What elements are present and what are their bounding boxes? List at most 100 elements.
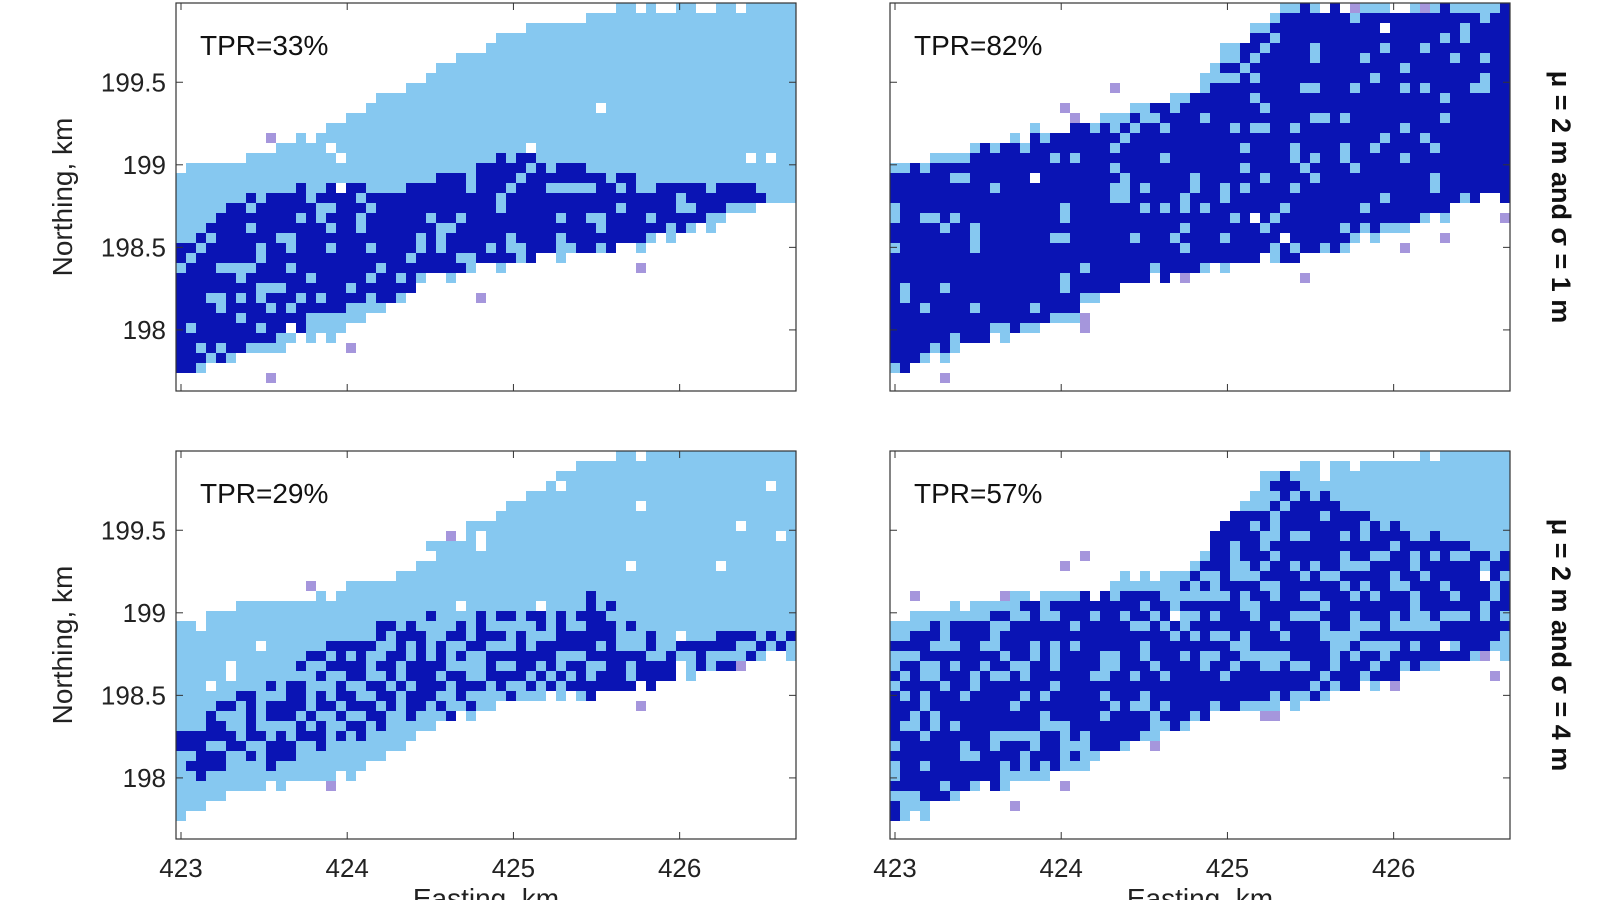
grid-cell [1100, 113, 1110, 123]
grid-cell [1370, 491, 1380, 501]
grid-cell [376, 611, 386, 621]
grid-cell [1020, 253, 1030, 263]
grid-cell [536, 83, 546, 93]
grid-cell [606, 501, 616, 511]
grid-cell [1460, 43, 1470, 53]
grid-cell [606, 223, 616, 233]
grid-cell [516, 671, 526, 681]
grid-cell [216, 243, 226, 253]
grid-cell [1070, 611, 1080, 621]
grid-cell [716, 511, 726, 521]
grid-cell [236, 651, 246, 661]
grid-cell [686, 93, 696, 103]
grid-cell [890, 333, 900, 343]
grid-cell [950, 641, 960, 651]
grid-cell [696, 53, 706, 63]
grid-cell [786, 621, 796, 631]
grid-cell [1230, 243, 1240, 253]
grid-cell [526, 73, 536, 83]
grid-cell [1330, 213, 1340, 223]
grid-cell [1390, 153, 1400, 163]
grid-cell [526, 541, 536, 551]
grid-cell [366, 263, 376, 273]
grid-cell [686, 461, 696, 471]
grid-cell [386, 273, 396, 283]
grid-cell [1060, 661, 1070, 671]
grid-cell [1260, 601, 1270, 611]
grid-cell [1380, 23, 1390, 33]
grid-cell [1100, 153, 1110, 163]
grid-cell [1260, 691, 1270, 701]
grid-cell [1090, 621, 1100, 631]
grid-cell [1030, 711, 1040, 721]
grid-cell [1110, 273, 1120, 283]
grid-cell [1010, 153, 1020, 163]
grid-cell [636, 561, 646, 571]
grid-cell [1370, 123, 1380, 133]
grid-cell [606, 133, 616, 143]
grid-cell [556, 511, 566, 521]
grid-cell [286, 263, 296, 273]
grid-cell [1340, 243, 1350, 253]
grid-cell [536, 23, 546, 33]
grid-cell [930, 611, 940, 621]
grid-cell [1470, 83, 1480, 93]
grid-cell [1430, 153, 1440, 163]
grid-cell [736, 73, 746, 83]
grid-cell [176, 223, 186, 233]
grid-cell [1020, 203, 1030, 213]
grid-cell [990, 323, 1000, 333]
grid-cell [1350, 631, 1360, 641]
grid-cell [1110, 153, 1120, 163]
grid-cell [1330, 3, 1340, 13]
grid-cell [1120, 701, 1130, 711]
grid-cell [1260, 551, 1270, 561]
grid-cell [1040, 641, 1050, 651]
grid-cell [376, 293, 386, 303]
grid-cell [890, 731, 900, 741]
grid-cell [1390, 621, 1400, 631]
grid-cell [940, 253, 950, 263]
grid-cell [910, 353, 920, 363]
grid-cell [1250, 163, 1260, 173]
grid-cell [266, 303, 276, 313]
grid-cell [1030, 313, 1040, 323]
grid-cell [326, 173, 336, 183]
grid-cell [1060, 741, 1070, 751]
grid-cell [656, 13, 666, 23]
grid-cell [276, 751, 286, 761]
grid-cell [556, 153, 566, 163]
grid-cell [960, 293, 970, 303]
grid-cell [1320, 541, 1330, 551]
grid-cell [236, 253, 246, 263]
grid-cell [366, 163, 376, 173]
grid-cell [1030, 303, 1040, 313]
grid-cell [890, 323, 900, 333]
grid-cell [536, 193, 546, 203]
grid-cell [516, 591, 526, 601]
grid-cell [696, 193, 706, 203]
grid-cell [676, 611, 686, 621]
grid-cell [266, 691, 276, 701]
grid-cell [1020, 313, 1030, 323]
grid-cell [1050, 701, 1060, 711]
grid-cell [396, 293, 406, 303]
grid-cell [466, 621, 476, 631]
grid-cell [1250, 53, 1260, 63]
grid-cell [446, 671, 456, 681]
grid-cell [1160, 203, 1170, 213]
grid-cell [1420, 33, 1430, 43]
grid-cell [1000, 611, 1010, 621]
grid-cell [226, 203, 236, 213]
grid-cell [646, 471, 656, 481]
grid-cell [546, 213, 556, 223]
grid-cell [736, 183, 746, 193]
grid-cell [1020, 751, 1030, 761]
grid-cell [1350, 501, 1360, 511]
grid-cell [890, 183, 900, 193]
grid-cell [1010, 283, 1020, 293]
grid-cell [596, 451, 606, 461]
grid-cell [1310, 53, 1320, 63]
grid-cell [1280, 631, 1290, 641]
grid-cell [676, 561, 686, 571]
